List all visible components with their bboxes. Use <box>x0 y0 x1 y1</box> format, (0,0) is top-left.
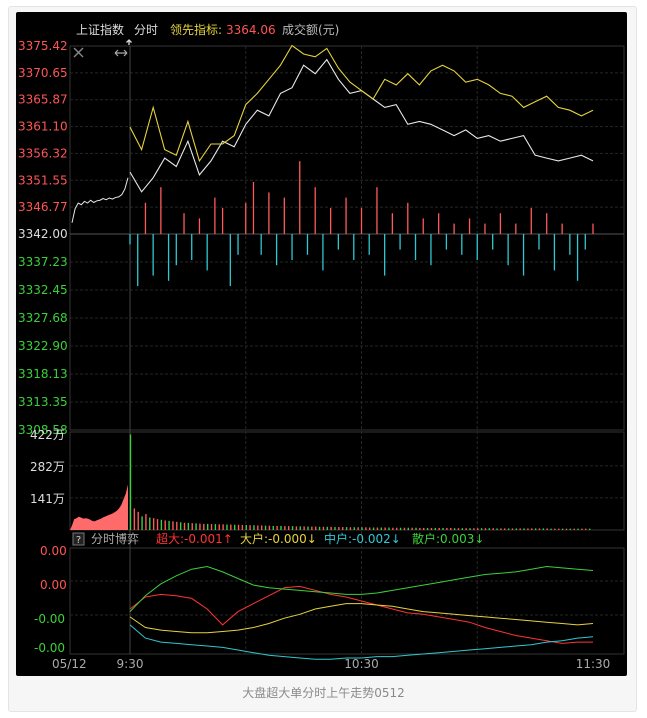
x-tick-label: 11:30 <box>576 657 611 671</box>
intraday-chart[interactable]: 上证指数 分时 领先指标: 3364.06 成交额(元) 3375.42 3370.65 33… <box>16 12 627 676</box>
mode-label: 分时 <box>134 23 158 37</box>
close-icon[interactable] <box>73 47 84 58</box>
y-tick-label: 3356.32 <box>18 146 68 160</box>
game-legend-item: 大户:-0.000↓ <box>240 531 317 546</box>
cursor-icon <box>126 39 132 45</box>
turnover-label: 成交额(元) <box>282 22 339 37</box>
game-line-散户 <box>129 565 594 612</box>
x-tick-label: 9:30 <box>117 657 144 671</box>
chart-panel: 上证指数 分时 领先指标: 3364.06 成交额(元) 3375.42 3370.65 33… <box>16 12 627 676</box>
leading-indicator-line <box>129 44 594 163</box>
y-tick-label: 3318.13 <box>18 367 68 381</box>
pre-open-line <box>71 177 129 223</box>
game-tick-label: 0.00 <box>40 578 67 592</box>
y-tick-label: 3375.42 <box>18 39 68 53</box>
volume-panel-frame <box>69 431 625 531</box>
volume-tick-label: 282万 <box>30 460 65 474</box>
game-title: 分时博弈 <box>91 531 139 546</box>
y-tick-label: 3361.10 <box>18 120 68 134</box>
y-tick-label: 3332.45 <box>18 283 68 297</box>
leading-label: 领先指标: <box>170 22 222 37</box>
index-name: 上证指数 <box>76 22 124 37</box>
pre-open-volume-area <box>70 484 128 530</box>
y-tick-label: 3351.55 <box>18 173 68 187</box>
game-line-大户 <box>129 603 594 634</box>
expand-arrows-icon[interactable] <box>114 49 128 57</box>
leading-value: 3364.06 <box>226 23 276 37</box>
y-tick-label: 3327.68 <box>18 311 68 325</box>
game-tick-label: 0.00 <box>40 544 67 558</box>
game-legend-item: 超大:-0.001↑ <box>156 531 233 546</box>
y-tick-label: 3308.58 <box>18 423 68 437</box>
y-tick-label: 3370.65 <box>18 66 68 80</box>
volume-tick-label: 422万 <box>30 428 65 442</box>
y-tick-label: 3337.23 <box>18 255 68 269</box>
caption: 大盘超大单分时上午走势0512 <box>242 686 405 700</box>
y-tick-label: 3322.90 <box>18 339 68 353</box>
game-line-中户 <box>129 624 594 660</box>
y-tick-label: 3365.87 <box>18 93 68 107</box>
game-legend-item: 中户:-0.002↓ <box>324 531 401 546</box>
x-date-label: 05/12 <box>52 657 87 671</box>
volume-tick-label: 141万 <box>30 492 65 506</box>
y-tick-base: 3342.00 <box>18 227 68 241</box>
game-legend-item: 散户:0.003↓ <box>412 531 484 546</box>
y-tick-label: 3313.35 <box>18 395 68 409</box>
help-button[interactable] <box>72 532 85 546</box>
game-tick-label: -0.00 <box>34 641 65 655</box>
game-tick-label: -0.00 <box>34 612 65 626</box>
main-panel-frame <box>69 45 625 431</box>
x-tick-label: 10:30 <box>344 657 379 671</box>
game-line-超大 <box>129 585 593 644</box>
game-panel-frame <box>69 547 625 655</box>
y-tick-label: 3346.77 <box>18 200 68 214</box>
help-icon: ? <box>76 535 81 546</box>
